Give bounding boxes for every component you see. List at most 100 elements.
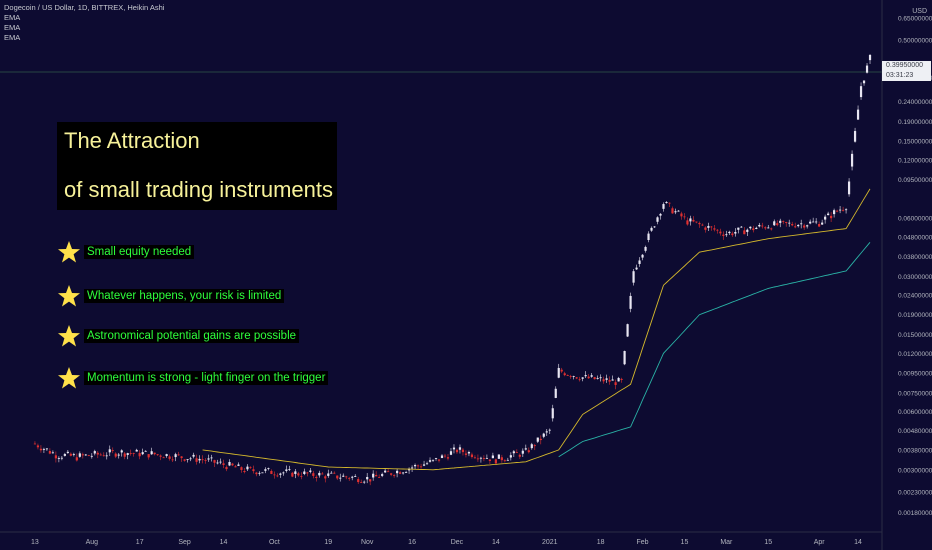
- candle-body: [653, 226, 656, 228]
- candle-body: [716, 229, 719, 231]
- candle-body: [614, 382, 617, 386]
- candle-body: [147, 454, 150, 458]
- candle-body: [545, 431, 548, 433]
- candle-body: [518, 454, 521, 457]
- candle-body: [581, 377, 584, 379]
- candle-body: [162, 457, 165, 459]
- candle-body: [105, 455, 108, 457]
- candle-body: [590, 375, 593, 377]
- ema-legend-2[interactable]: EMA: [4, 23, 21, 32]
- candle-body: [752, 228, 755, 231]
- candle-body: [569, 375, 572, 377]
- candle-body: [372, 473, 375, 478]
- candle-body: [458, 447, 462, 450]
- candle-body: [680, 213, 683, 217]
- y-tick-label: 0.24000000: [898, 99, 932, 106]
- candle-body: [84, 454, 87, 456]
- y-tick-label: 0.04800000: [898, 234, 932, 241]
- candle-body: [509, 455, 512, 458]
- candle-body: [473, 457, 477, 459]
- candle-body: [42, 448, 46, 450]
- y-tick-label: 0.03800000: [898, 254, 932, 261]
- candle-body: [431, 459, 435, 461]
- candle-body: [177, 454, 180, 456]
- candle-body: [369, 479, 372, 482]
- candle-body: [731, 233, 734, 236]
- time-axis[interactable]: 13 Aug 17 Sep 14 Oct 19 Nov 16 Dec 14 2021 18 Feb 15 Ma…: [0, 531, 882, 546]
- candle-body: [827, 213, 830, 216]
- candle-body: [396, 470, 399, 474]
- candle-body: [844, 209, 848, 211]
- ema-legend-3[interactable]: EMA: [4, 33, 21, 42]
- candle-body: [536, 437, 539, 442]
- candle-body: [39, 448, 43, 451]
- chart-legend: Dogecoin / US Dollar, 1D, BITTREX, Heiki…: [4, 3, 164, 43]
- candle-body: [746, 229, 749, 232]
- candle-body: [378, 476, 381, 478]
- candle-body: [222, 463, 225, 465]
- candle-body: [225, 467, 228, 470]
- candle-body: [617, 377, 620, 382]
- candle-body: [255, 472, 258, 475]
- y-tick-label: 0.15000000: [898, 139, 932, 146]
- candle-body: [542, 433, 545, 437]
- candle-body: [548, 429, 551, 431]
- candle-body: [620, 378, 623, 380]
- candle-body: [366, 476, 369, 480]
- candle-body: [330, 472, 333, 474]
- candle-body: [174, 454, 177, 458]
- candle-body: [791, 224, 794, 226]
- candle-body: [859, 86, 863, 98]
- candle-body: [410, 467, 414, 469]
- bullet-text: Small equity needed: [84, 245, 195, 259]
- candle-body: [530, 444, 533, 449]
- candle-body: [129, 453, 132, 454]
- candle-body: [57, 458, 60, 459]
- candle-body: [413, 464, 417, 467]
- candle-body: [126, 453, 129, 455]
- candle-body: [506, 459, 509, 461]
- candle-body: [806, 225, 809, 227]
- candle-body: [689, 218, 692, 222]
- candle-body: [291, 472, 294, 477]
- candle-body: [321, 473, 324, 475]
- candle-body: [422, 464, 426, 466]
- ema-line-fast: [202, 188, 871, 471]
- x-tick-label: Sep: [178, 539, 191, 546]
- candle-body: [713, 228, 716, 230]
- candle-body: [297, 473, 300, 476]
- candle-body: [584, 375, 587, 377]
- candle-body: [611, 379, 614, 381]
- candle-body: [273, 474, 276, 476]
- y-tick-label: 0.00230000: [898, 490, 932, 497]
- x-tick-label: 14: [854, 539, 862, 546]
- candle-body: [36, 445, 40, 448]
- candle-body: [488, 459, 491, 461]
- price-axis[interactable]: 0.650000000.500000000.320000000.24000000…: [881, 0, 932, 550]
- candle-body: [404, 472, 408, 473]
- y-tick-label: 0.01900000: [898, 312, 932, 319]
- candle-body: [171, 459, 174, 461]
- candle-body: [710, 226, 713, 228]
- candle-body: [69, 453, 72, 456]
- x-tick-label: 15: [681, 539, 689, 546]
- candle-body: [470, 454, 474, 458]
- candle-body: [333, 472, 336, 474]
- y-tick-label: 0.00180000: [898, 510, 932, 517]
- candle-body: [647, 233, 650, 241]
- ema-legend-1[interactable]: EMA: [4, 13, 21, 22]
- symbol-title[interactable]: Dogecoin / US Dollar, 1D, BITTREX, Heiki…: [4, 3, 165, 12]
- candle-body: [231, 463, 234, 466]
- candle-body: [183, 459, 186, 461]
- candle-body: [384, 470, 387, 473]
- candle-body: [644, 246, 647, 251]
- candle-body: [81, 454, 84, 456]
- candle-body: [629, 295, 632, 309]
- last-price-tag: 0.39950000: [882, 61, 931, 71]
- candle-body: [635, 267, 638, 270]
- candle-body: [563, 373, 566, 376]
- candle-body: [641, 254, 644, 258]
- candle-body: [120, 450, 123, 453]
- candle-body: [186, 459, 189, 461]
